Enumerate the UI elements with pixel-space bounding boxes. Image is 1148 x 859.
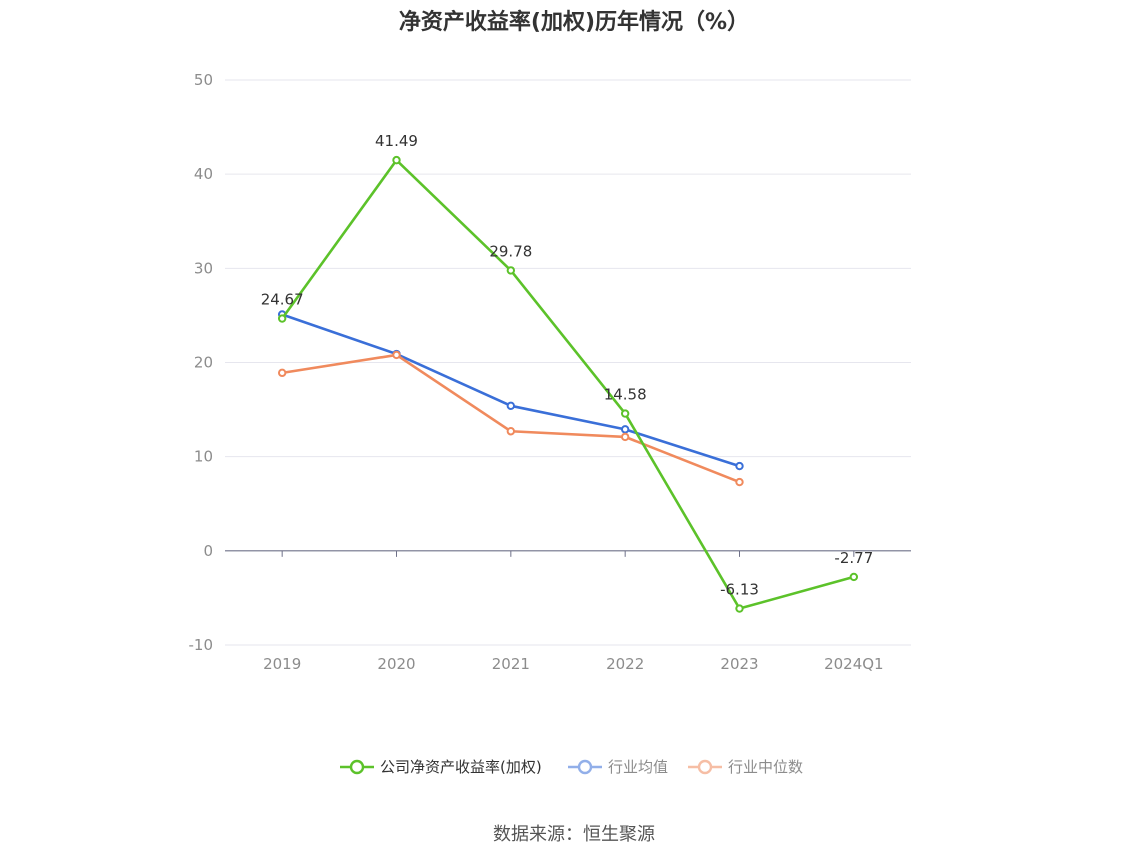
legend-label: 行业均值 xyxy=(608,758,668,776)
grid-layer xyxy=(225,79,911,646)
data-label: 14.58 xyxy=(604,386,647,404)
data-point xyxy=(620,432,630,442)
data-point xyxy=(735,461,744,471)
legend-marker xyxy=(577,759,593,775)
x-tick-label: 2021 xyxy=(492,655,530,673)
data-point xyxy=(620,409,630,418)
data-label: 29.78 xyxy=(489,242,532,260)
series-line xyxy=(281,313,740,468)
data-label: 41.49 xyxy=(375,132,418,150)
data-point xyxy=(506,266,516,275)
legend-item xyxy=(688,759,722,775)
legend-label: 行业中位数 xyxy=(728,758,803,776)
data-label-layer: 24.67 41.49 29.78 14.58 -6.13 -2.77 xyxy=(261,132,874,598)
x-tick-label: 2020 xyxy=(377,655,415,673)
data-point xyxy=(392,155,401,165)
data-point xyxy=(392,350,401,360)
legend-item xyxy=(568,759,602,775)
data-label: 24.67 xyxy=(261,291,304,309)
x-tick-label: 2023 xyxy=(720,655,758,673)
data-point xyxy=(849,572,859,582)
line-chart: -10 0 10 20 30 40 50 2019 2020 2021 2022 2023 2024Q1… xyxy=(189,71,911,776)
data-source-note: 数据来源：恒生聚源 xyxy=(493,824,655,845)
chart-title: 净资产收益率(加权)历年情况（%） xyxy=(398,10,750,35)
legend-item xyxy=(340,759,374,775)
data-point xyxy=(506,401,516,411)
legend: 公司净资产收益率(加权) 行业均值 行业中位数 xyxy=(340,758,803,776)
x-tick-label: 2024Q1 xyxy=(824,655,884,673)
data-point xyxy=(735,604,744,613)
legend-marker xyxy=(697,759,713,775)
axis-layer: -10 0 10 20 30 40 50 2019 2020 2021 2022 2023 2024Q1 xyxy=(189,71,911,673)
data-label: -6.13 xyxy=(720,581,759,599)
data-point xyxy=(735,477,744,487)
data-point xyxy=(277,368,287,378)
series-line xyxy=(281,353,740,484)
data-point xyxy=(506,427,516,436)
y-tick-label: 50 xyxy=(194,71,213,89)
legend-marker xyxy=(349,759,365,775)
series-layer xyxy=(277,155,859,613)
y-tick-label: -10 xyxy=(189,636,214,654)
y-tick-label: 30 xyxy=(194,259,213,277)
y-tick-label: 20 xyxy=(194,354,213,372)
data-point xyxy=(620,425,630,434)
legend-label: 公司净资产收益率(加权) xyxy=(380,758,542,776)
y-tick-label: 0 xyxy=(203,542,213,560)
y-tick-label: 40 xyxy=(194,165,213,183)
data-point xyxy=(277,314,287,323)
data-label: -2.77 xyxy=(834,549,873,567)
x-tick-label: 2022 xyxy=(606,655,644,673)
y-tick-label: 10 xyxy=(194,448,213,466)
series-line xyxy=(281,158,855,610)
x-tick-label: 2019 xyxy=(263,655,301,673)
